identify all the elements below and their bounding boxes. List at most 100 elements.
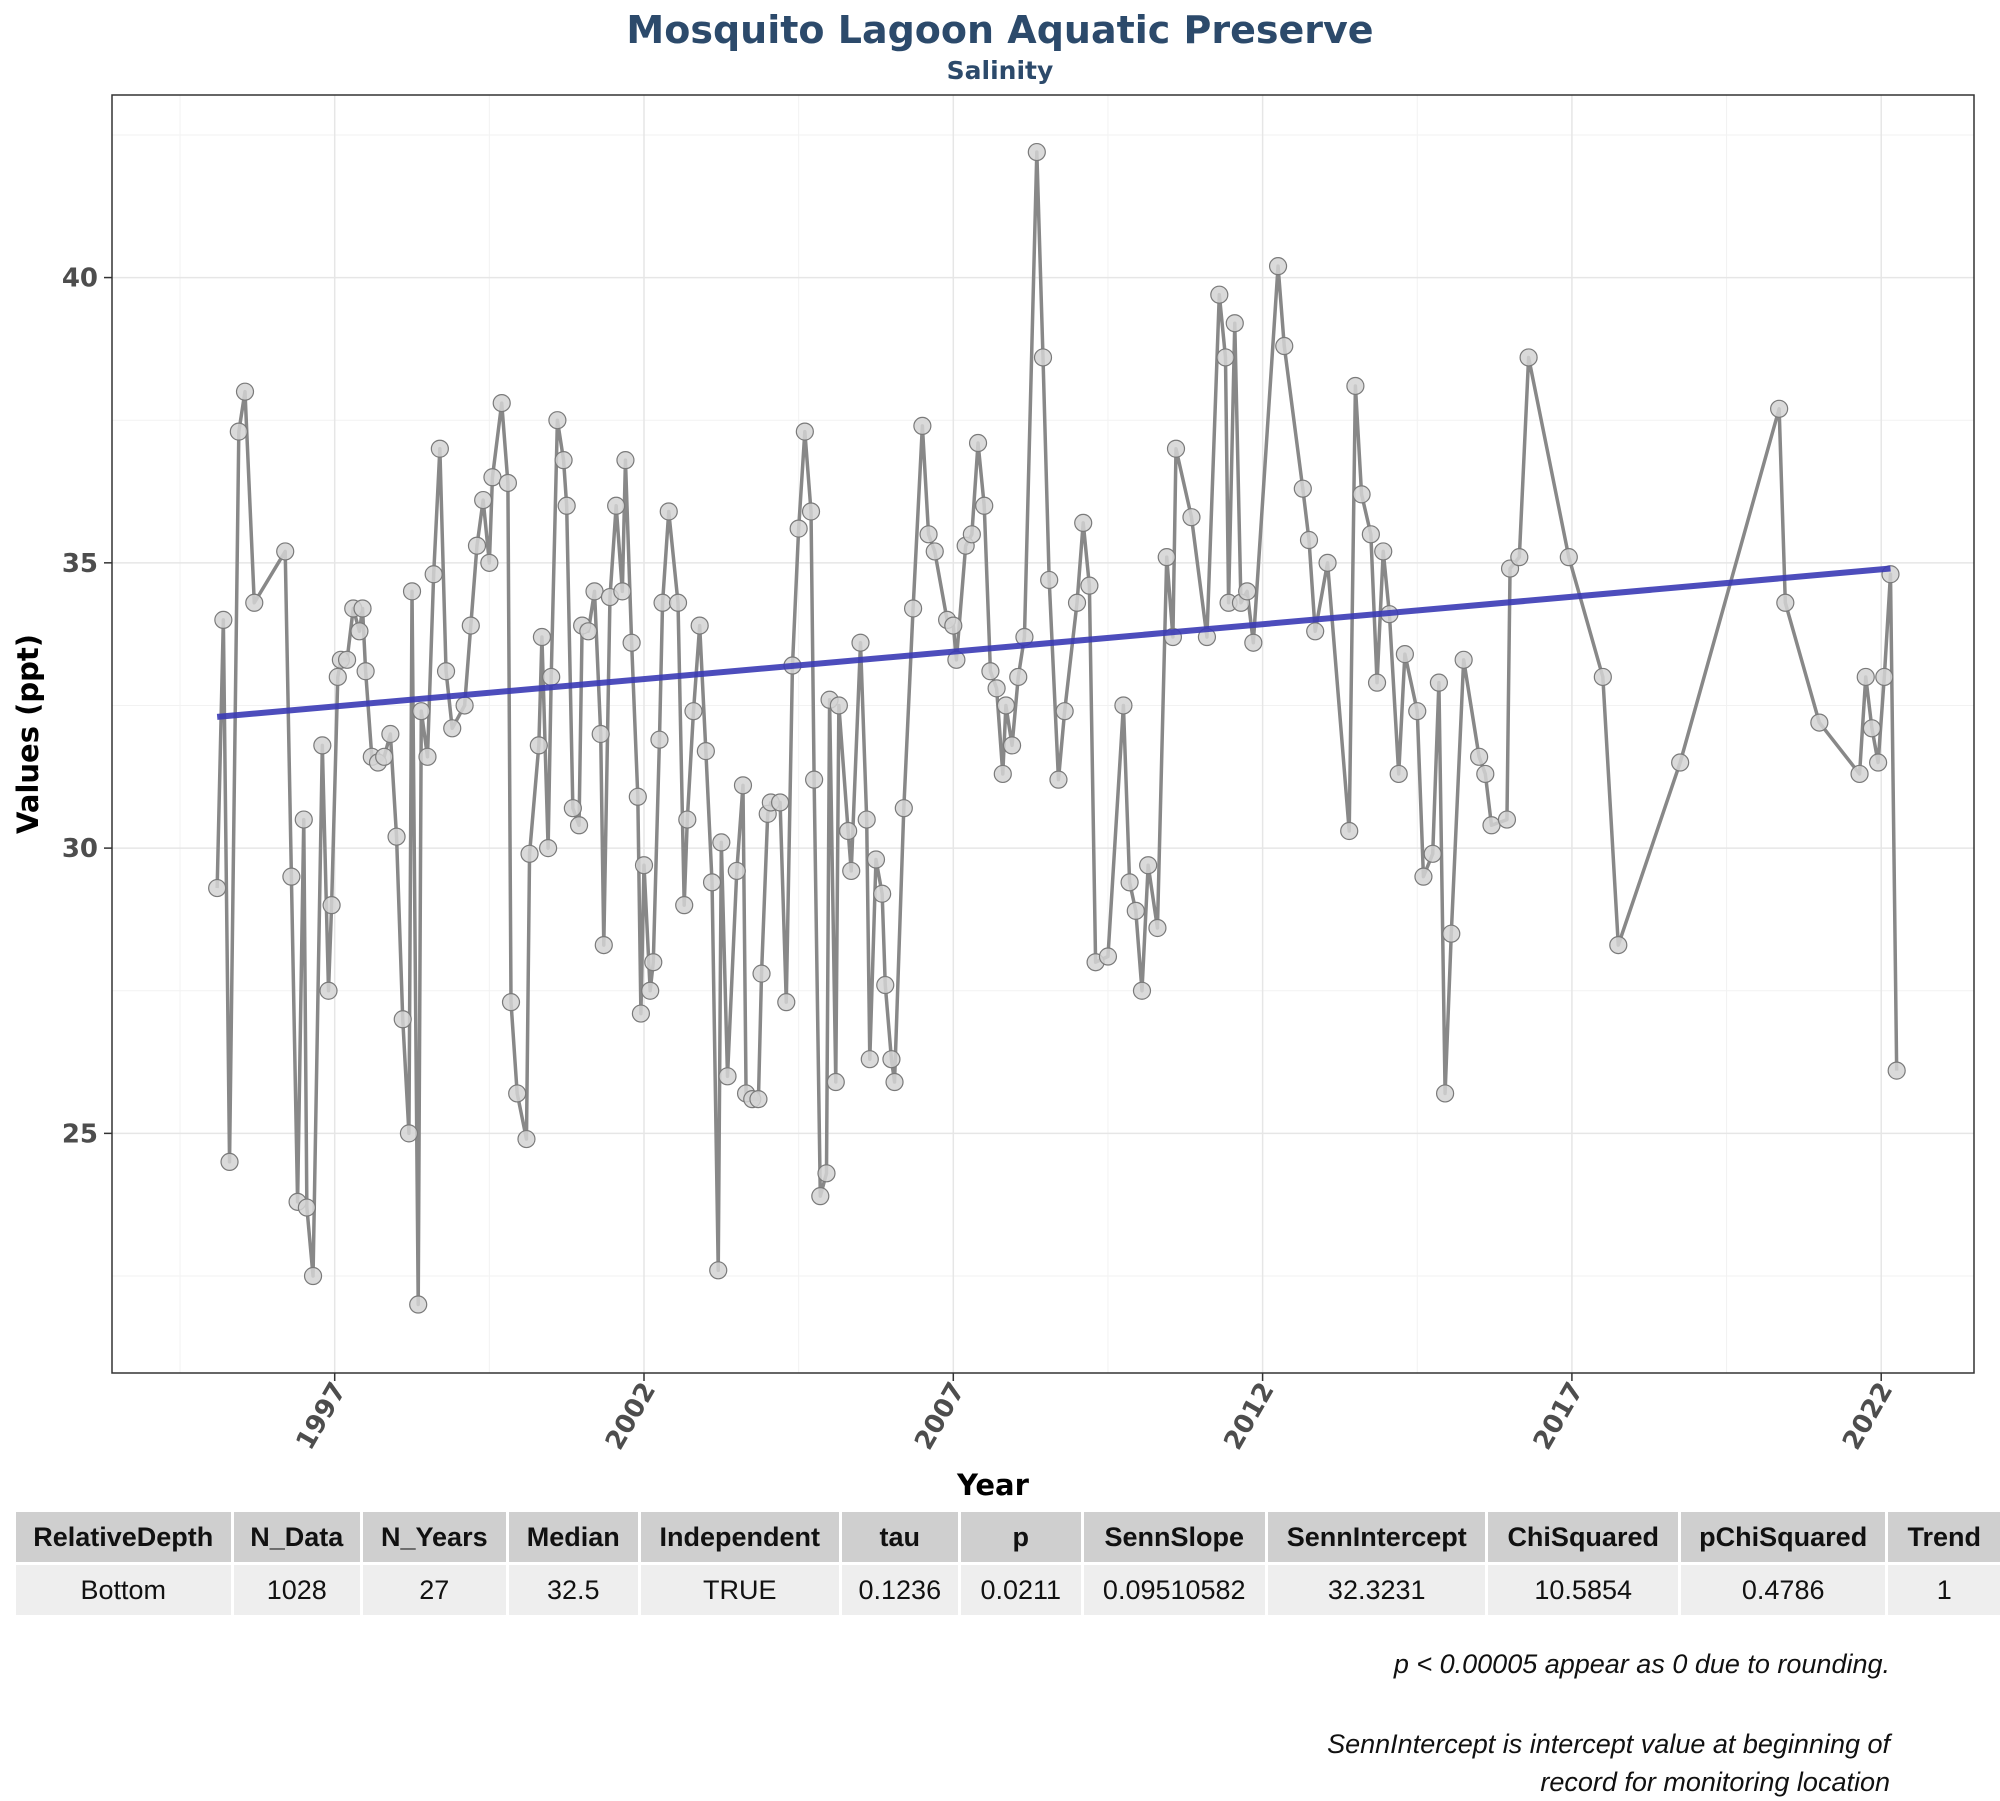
plot-panel-border — [111, 94, 1975, 1374]
data-point — [1293, 479, 1312, 498]
data-point — [1476, 764, 1495, 784]
data-point — [1862, 719, 1882, 738]
data-point — [801, 502, 821, 521]
data-point — [387, 827, 406, 846]
data-point — [294, 810, 313, 829]
data-point — [520, 844, 539, 863]
data-point — [585, 582, 604, 601]
data-point — [628, 787, 647, 806]
data-point — [1408, 702, 1427, 721]
data-point — [1352, 485, 1371, 504]
data-point — [563, 799, 582, 818]
data-point — [1040, 570, 1059, 590]
data-point — [993, 764, 1012, 784]
data-point — [653, 593, 672, 612]
data-point — [1593, 667, 1612, 687]
data-point — [322, 896, 341, 915]
x-tick-label: 1997 — [291, 1378, 353, 1456]
data-point — [1887, 1061, 1906, 1080]
data-point — [1275, 336, 1294, 356]
data-points — [208, 142, 1906, 1314]
stats-header-cell: N_Years — [361, 1512, 509, 1564]
data-point — [508, 1084, 527, 1103]
data-point — [557, 496, 576, 515]
data-point — [554, 451, 573, 470]
stats-header-cell: pChiSquared — [1679, 1512, 1889, 1564]
data-point — [276, 542, 295, 561]
salinity-line-chart: 1997 2002 2007 2012 2017 2022 25 30 35 40 Year Valu… — [11, 94, 1975, 1500]
data-point — [1225, 314, 1244, 333]
data-point — [675, 896, 694, 915]
data-point — [591, 724, 610, 744]
data-point — [501, 993, 521, 1012]
data-point — [1120, 873, 1139, 892]
data-point — [1519, 348, 1538, 367]
data-point — [839, 821, 858, 841]
data-point — [337, 650, 357, 669]
data-point — [529, 736, 548, 755]
data-point — [1435, 1084, 1455, 1103]
data-point — [492, 393, 511, 413]
data-point — [1346, 376, 1365, 396]
data-point — [1098, 947, 1118, 966]
stats-header-cell: tau — [840, 1512, 962, 1564]
data-point — [1306, 622, 1325, 641]
data-point — [944, 616, 963, 635]
data-point — [1114, 696, 1133, 715]
data-point — [634, 856, 654, 875]
data-point — [925, 542, 944, 561]
data-point — [1470, 747, 1489, 766]
data-point — [1429, 673, 1449, 692]
stats-cell: 1028 — [232, 1562, 364, 1615]
data-point — [1002, 736, 1022, 755]
data-point — [789, 519, 808, 538]
data-point — [1157, 548, 1176, 567]
data-point — [1033, 348, 1053, 367]
data-point — [684, 702, 703, 721]
data-point — [770, 793, 790, 812]
data-point — [1482, 816, 1501, 835]
y-tick-label: 35 — [62, 549, 98, 579]
stats-cell: 32.5 — [507, 1562, 642, 1615]
data-point — [644, 953, 663, 972]
data-point — [702, 873, 722, 892]
data-point — [885, 1072, 904, 1092]
data-point — [399, 1124, 419, 1143]
data-point — [826, 1072, 845, 1092]
data-point — [1875, 667, 1894, 687]
data-point — [1009, 667, 1028, 687]
x-tick-label: 2002 — [600, 1378, 662, 1456]
data-point — [328, 667, 347, 687]
data-point — [690, 616, 709, 635]
data-point — [894, 799, 913, 818]
data-point — [975, 496, 994, 515]
data-point — [829, 696, 848, 715]
stats-cell: 0.0211 — [959, 1562, 1084, 1615]
data-point — [1810, 713, 1829, 732]
data-point — [777, 993, 796, 1012]
data-point — [517, 1129, 536, 1149]
data-point — [1414, 867, 1433, 886]
data-point — [668, 593, 688, 612]
data-point — [1776, 593, 1795, 612]
data-point — [1132, 981, 1152, 1000]
data-point — [1318, 553, 1337, 572]
data-point — [424, 565, 443, 584]
data-point — [1856, 667, 1875, 687]
data-point — [805, 770, 824, 789]
stats-cell: TRUE — [639, 1562, 842, 1615]
data-point — [622, 633, 641, 652]
data-point — [817, 1164, 836, 1183]
data-point — [393, 1010, 412, 1029]
data-point — [919, 525, 938, 544]
stats-cell: Bottom — [16, 1562, 234, 1615]
data-point — [313, 736, 332, 755]
data-point — [650, 730, 669, 749]
x-tick-label: 2017 — [1528, 1378, 1590, 1456]
data-point — [903, 599, 923, 618]
data-point — [631, 1004, 651, 1023]
data-point — [532, 627, 552, 647]
data-point — [430, 439, 449, 458]
data-point — [616, 451, 635, 470]
data-point — [353, 599, 372, 618]
